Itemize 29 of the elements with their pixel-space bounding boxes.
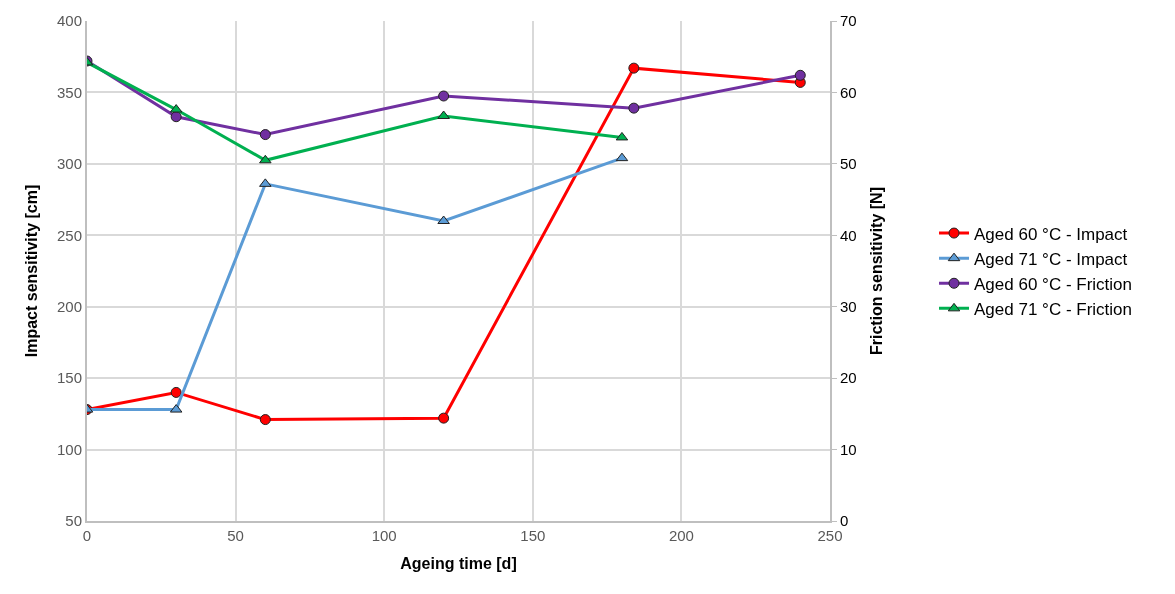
y2-tick-label: 60 [840,83,857,101]
y2-tick-label: 30 [840,297,857,315]
y-tick-label: 250 [56,226,82,244]
y-tick-label: 50 [65,512,82,530]
x-axis-title: Ageing time [d] [400,555,517,573]
y2-tick-label: 0 [840,512,849,530]
legend-label: Aged 71 °C - Impact [974,249,1128,269]
x-tick-label: 200 [668,527,694,544]
y-tick-label: 150 [56,369,82,387]
legend-label: Aged 60 °C - Impact [974,224,1128,244]
y2-tick-label: 40 [840,226,857,244]
y-tick-label: 200 [56,297,82,315]
x-tick-label: 100 [371,527,397,544]
y2-axis-title: Friction sensitivity [N] [867,186,885,356]
x-tick-label: 0 [82,527,92,544]
y-tick-label: 400 [56,12,82,30]
y2-tick-label: 10 [840,440,857,458]
y-axis-title: Impact sensitivity [cm] [23,184,41,358]
legend-label: Aged 60 °C - Friction [974,274,1132,294]
x-tick-label: 50 [227,527,244,544]
y2-tick-label: 50 [840,155,857,173]
y-tick-label: 100 [56,440,82,458]
y2-tick-label: 20 [840,369,857,387]
x-tick-label: 150 [520,527,546,544]
x-tick-label: 250 [817,527,843,544]
y-tick-label: 350 [56,83,82,101]
y-tick-label: 300 [56,155,82,173]
y2-tick-label: 70 [840,12,857,30]
legend-label: Aged 71 °C - Friction [974,299,1132,319]
